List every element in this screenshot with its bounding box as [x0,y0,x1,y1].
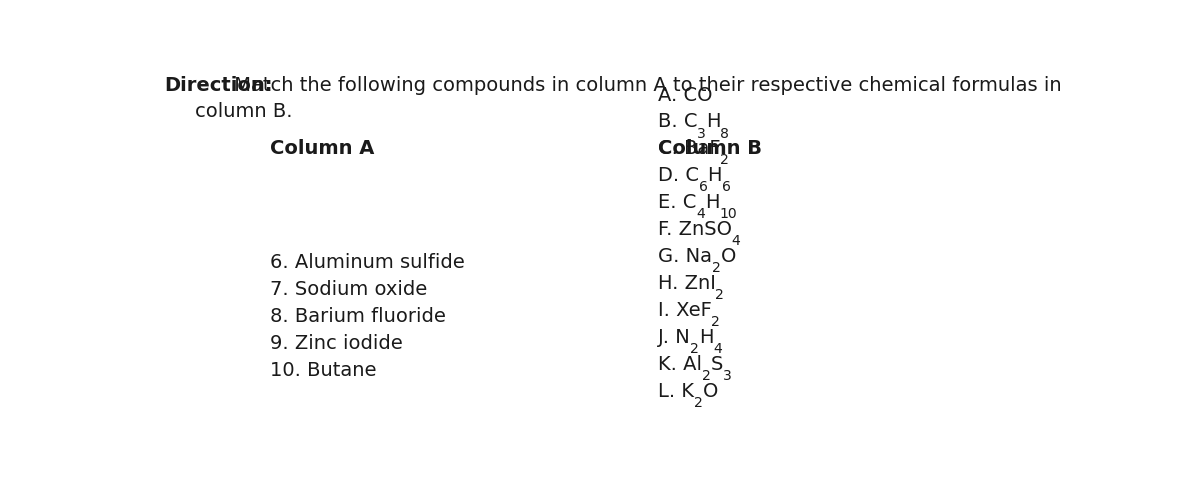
Text: 7. Sodium oxide: 7. Sodium oxide [270,279,427,298]
Text: 6: 6 [698,180,708,194]
Text: 3: 3 [697,126,706,140]
Text: 8: 8 [720,126,730,140]
Text: K. Al: K. Al [658,354,702,373]
Text: H: H [708,166,722,185]
Text: H: H [704,193,719,212]
Text: C. BaF: C. BaF [658,139,720,158]
Text: O: O [720,247,736,266]
Text: H. ZnI: H. ZnI [658,273,715,293]
Text: 6. Aluminum sulfide: 6. Aluminum sulfide [270,253,464,272]
Text: F. ZnSO: F. ZnSO [658,220,732,239]
Text: 8. Barium fluoride: 8. Barium fluoride [270,306,446,325]
Text: E. C: E. C [658,193,696,212]
Text: 2: 2 [690,341,700,355]
Text: 10. Butane: 10. Butane [270,360,377,379]
Text: 9. Zinc iodide: 9. Zinc iodide [270,333,403,352]
Text: J. N: J. N [658,327,690,347]
Text: 10: 10 [719,207,737,221]
Text: G. Na: G. Na [658,247,712,266]
Text: Match the following compounds in column A to their respective chemical formulas : Match the following compounds in column … [228,76,1061,95]
Text: A. CO: A. CO [658,85,712,105]
Text: B. C: B. C [658,112,697,131]
Text: 2: 2 [712,315,720,329]
Text: L. K: L. K [658,381,694,400]
Text: 2: 2 [720,153,730,167]
Text: Column B: Column B [658,139,762,158]
Text: 4: 4 [714,341,722,355]
Text: H: H [706,112,720,131]
Text: O: O [702,381,718,400]
Text: 4: 4 [732,234,740,248]
Text: 4: 4 [696,207,704,221]
Text: 3: 3 [722,368,732,382]
Text: 2: 2 [694,395,702,409]
Text: I. XeF: I. XeF [658,301,712,319]
Text: 6: 6 [722,180,731,194]
Text: H: H [700,327,714,347]
Text: Direction:: Direction: [164,76,272,95]
Text: D. C: D. C [658,166,698,185]
Text: 2: 2 [702,368,710,382]
Text: Column A: Column A [270,139,374,158]
Text: column B.: column B. [194,102,293,121]
Text: 2: 2 [715,287,725,302]
Text: 2: 2 [712,261,720,275]
Text: S: S [710,354,722,373]
